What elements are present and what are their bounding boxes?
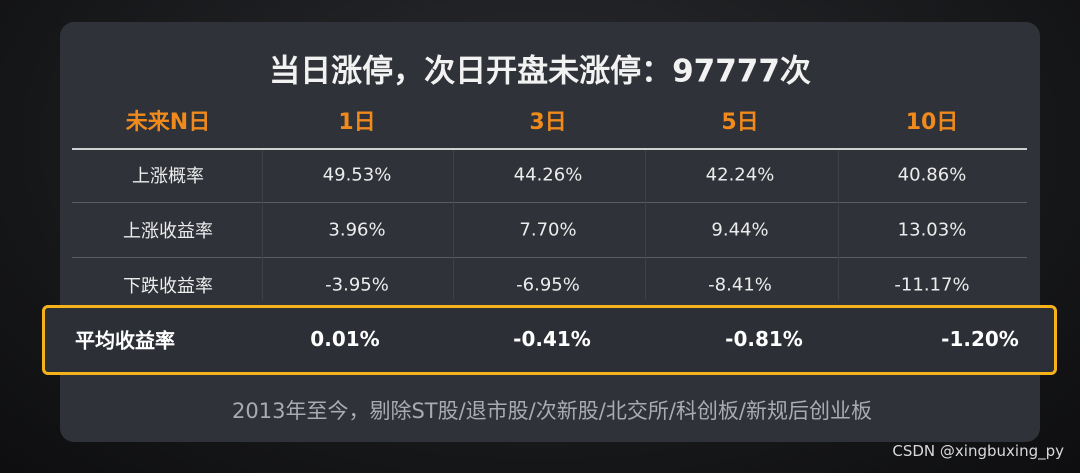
- cell: -11.17%: [894, 274, 970, 296]
- column-divider: [838, 150, 839, 300]
- row-label: 平均收益率: [75, 328, 175, 353]
- cell: 44.26%: [513, 164, 583, 186]
- row-rule: [72, 202, 1027, 203]
- header-cell: 3日: [529, 110, 567, 135]
- row-label: 下跌收益率: [123, 276, 213, 297]
- cell: -0.41%: [513, 327, 591, 351]
- watermark: CSDN @xingbuxing_py: [892, 442, 1064, 460]
- cell: 49.53%: [322, 164, 392, 186]
- title: 当日涨停，次日开盘未涨停：97777次: [269, 53, 811, 90]
- cell: -6.95%: [516, 274, 580, 296]
- cell: -8.41%: [708, 274, 772, 296]
- column-divider: [645, 150, 646, 300]
- cell: 0.01%: [310, 327, 380, 351]
- row-rule: [72, 257, 1027, 258]
- cell: -1.20%: [941, 327, 1019, 351]
- header-cell: 1日: [338, 110, 376, 135]
- cell: 42.24%: [705, 164, 775, 186]
- row-label: 上涨概率: [132, 166, 204, 187]
- header-cell: 未来N日: [125, 110, 211, 135]
- cell: -0.81%: [725, 327, 803, 351]
- row-label: 上涨收益率: [123, 221, 213, 242]
- column-divider: [262, 150, 263, 300]
- highlight-box: [42, 305, 1057, 375]
- cell: 3.96%: [328, 219, 386, 241]
- cell: 13.03%: [897, 219, 967, 241]
- footnote: 2013年至今，剔除ST股/退市股/次新股/北交所/科创板/新规后创业板: [232, 399, 872, 423]
- header-cell: 10日: [905, 110, 959, 135]
- header-rule: [72, 148, 1027, 150]
- cell: 7.70%: [519, 219, 577, 241]
- cell: 9.44%: [711, 219, 769, 241]
- header-cell: 5日: [721, 110, 759, 135]
- column-divider: [453, 150, 454, 300]
- cell: -3.95%: [325, 274, 389, 296]
- cell: 40.86%: [897, 164, 967, 186]
